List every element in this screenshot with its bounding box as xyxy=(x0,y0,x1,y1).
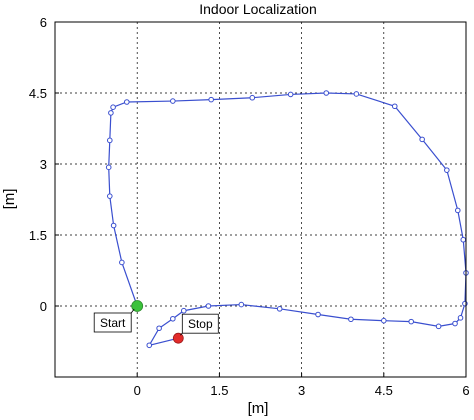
trajectory-point xyxy=(348,316,354,323)
x-axis-ticks: 0 1.5 3 4.5 6 xyxy=(134,373,470,398)
stop-label-box xyxy=(181,313,219,334)
y-tick-label: 0 xyxy=(40,299,47,314)
trajectory-point xyxy=(108,110,114,116)
trajectory-point xyxy=(287,91,294,98)
trajectory-point xyxy=(146,342,153,349)
trajectory-point xyxy=(123,99,130,105)
y-tick-label: 4.5 xyxy=(29,86,47,101)
start-label-pointer xyxy=(130,308,135,314)
trajectory-point xyxy=(119,259,125,266)
annotations: Start Stop xyxy=(93,300,219,344)
trajectory-point xyxy=(444,167,450,173)
trajectory-point xyxy=(381,317,387,324)
trajectory-point xyxy=(170,98,176,104)
y-axis-title: [m] xyxy=(1,189,18,210)
trajectory-point xyxy=(107,193,113,199)
start-marker xyxy=(131,300,144,312)
trajectory-point xyxy=(249,94,256,101)
x-tick-label: 0 xyxy=(134,383,141,398)
x-tick-label: 4.5 xyxy=(375,383,393,398)
trajectory-point xyxy=(391,103,398,110)
trajectory-point xyxy=(208,96,214,103)
trajectory-point xyxy=(323,90,330,96)
start-label-box xyxy=(93,312,132,333)
trajectory-point xyxy=(156,325,162,332)
trajectory-line xyxy=(108,92,467,347)
trajectory-point xyxy=(435,323,442,330)
trajectory-point xyxy=(457,315,464,321)
plot-area xyxy=(54,21,469,378)
trajectory-point xyxy=(419,136,425,143)
stop-marker xyxy=(172,332,184,344)
x-tick-label: 6 xyxy=(462,383,469,398)
trajectory-point xyxy=(110,222,117,229)
x-axis-title: [m] xyxy=(248,400,269,417)
y-tick-label: 6 xyxy=(40,15,47,30)
stop-label-pointer xyxy=(180,332,183,336)
chart-title: Indoor Localization xyxy=(199,1,317,17)
trajectory-point xyxy=(452,320,458,327)
trajectory-point xyxy=(170,315,176,322)
trajectory-point xyxy=(105,164,112,171)
stop-label: Stop xyxy=(188,317,213,331)
x-tick-label: 3 xyxy=(298,383,305,398)
trajectory-point xyxy=(110,104,116,110)
trajectory-point xyxy=(353,91,360,97)
trajectory-series xyxy=(105,90,469,349)
trajectory-point xyxy=(462,300,468,307)
trajectory-point xyxy=(315,311,321,318)
plot-frame xyxy=(54,21,467,378)
trajectory-point xyxy=(107,137,113,144)
trajectory-point xyxy=(276,306,283,312)
trajectory-point xyxy=(408,318,415,325)
y-tick-label: 1.5 xyxy=(29,228,47,243)
x-tick-label: 1.5 xyxy=(210,383,228,398)
y-tick-label: 3 xyxy=(40,157,47,172)
trajectory-point xyxy=(454,207,461,214)
trajectory-point xyxy=(460,236,467,243)
trajectory-point xyxy=(180,307,187,314)
trajectory-point xyxy=(238,301,245,308)
y-axis-ticks: 0 1.5 3 4.5 6 xyxy=(29,15,59,314)
trajectory-point xyxy=(205,303,212,309)
start-label: Start xyxy=(100,316,126,330)
